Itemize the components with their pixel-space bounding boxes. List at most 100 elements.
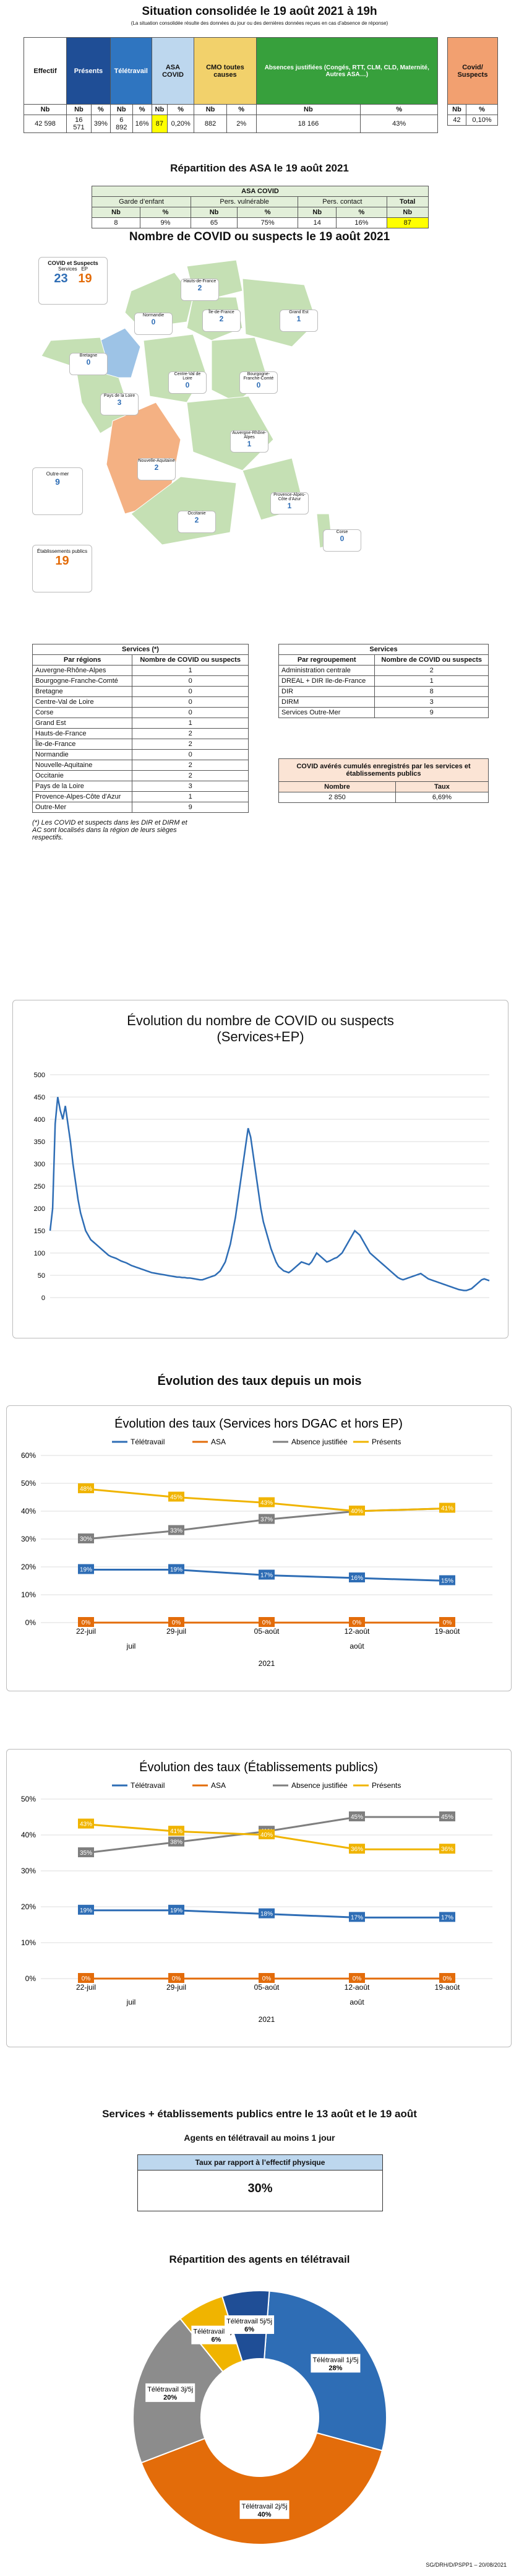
sub: % bbox=[132, 104, 152, 115]
val: 42 598 bbox=[24, 115, 67, 133]
table-cell: 0 bbox=[132, 696, 249, 708]
x-tick: 19-août bbox=[435, 1627, 460, 1636]
x-group: août bbox=[350, 1998, 364, 2006]
table-cell: Provence-Alpes-Côte d'Azur bbox=[32, 791, 133, 802]
legend-label: ASA bbox=[211, 1781, 226, 1790]
val: 882 bbox=[194, 115, 227, 133]
x-group: juil bbox=[126, 1998, 136, 2006]
table-cell: Corse bbox=[32, 707, 133, 718]
legend-a: Services bbox=[58, 266, 77, 272]
val: 6 892 bbox=[109, 115, 133, 133]
data-label-bg bbox=[168, 1836, 184, 1847]
val: 16 571 bbox=[66, 115, 92, 133]
table-cell: Nouvelle-Aquitaine bbox=[32, 760, 133, 771]
data-label-bg bbox=[78, 1847, 94, 1857]
y-tick: 0 bbox=[41, 1295, 45, 1302]
pie-label: Télétravail 5j/5j bbox=[226, 2318, 272, 2325]
table-cell: Bourgogne-Franche-Comté bbox=[32, 675, 133, 687]
data-label: 18% bbox=[260, 1911, 273, 1918]
data-label-bg bbox=[78, 1818, 94, 1829]
x-tick: 05-août bbox=[254, 1983, 280, 1992]
pie-slice bbox=[140, 2432, 384, 2545]
data-label: 40% bbox=[260, 1832, 273, 1839]
table-cell: Outre-Mer bbox=[32, 802, 133, 813]
table-row: Provence-Alpes-Côte d'Azur 1 bbox=[32, 791, 249, 802]
region-label: Hauts-de-France 2 bbox=[181, 279, 219, 301]
region-label: Centre-Val de Loire 0 bbox=[168, 371, 207, 394]
table-cell: 2 bbox=[132, 739, 249, 750]
val: 16% bbox=[336, 217, 387, 228]
legend-label: Télétravail bbox=[131, 1438, 165, 1446]
x-tick: 22-juil bbox=[76, 1983, 96, 1992]
table-row: Bourgogne-Franche-Comté 0 bbox=[32, 675, 249, 687]
pie-label-bg bbox=[239, 2500, 290, 2519]
sub: Nb bbox=[151, 104, 168, 115]
val: 87 bbox=[386, 217, 429, 228]
sub: Nb bbox=[447, 104, 467, 115]
col: Nombre de COVID ou suspects bbox=[132, 654, 249, 666]
table-cell: Normandie bbox=[32, 749, 133, 760]
table-cell: 2 bbox=[374, 665, 489, 676]
outre-mer-label: Outre-mer bbox=[46, 471, 69, 477]
x-tick: 29-juil bbox=[166, 1627, 186, 1636]
sub: Nb bbox=[92, 207, 140, 218]
table-cell: 0 bbox=[132, 686, 249, 697]
legend-label: ASA bbox=[211, 1438, 226, 1446]
asa-title: Répartition des ASA le 19 août 2021 bbox=[170, 162, 349, 174]
table-row: Grand Est 1 bbox=[32, 718, 249, 729]
services-title: Services bbox=[278, 644, 489, 655]
data-label: 45% bbox=[441, 1814, 453, 1821]
data-label: 40% bbox=[351, 1508, 363, 1515]
pie-label: Télétravail 3j/5j bbox=[147, 2386, 193, 2393]
evo-title: Évolution du nombre de COVID ou suspects bbox=[127, 1013, 394, 1028]
data-label: 41% bbox=[170, 1828, 182, 1835]
region-label: Grand Est 1 bbox=[280, 310, 318, 332]
sub: % bbox=[336, 207, 387, 218]
val: 8 bbox=[92, 217, 140, 228]
col: Par régions bbox=[32, 654, 133, 666]
sub: Nb bbox=[194, 104, 227, 115]
tele-box-val: 30% bbox=[247, 2182, 273, 2195]
x-group: juil bbox=[126, 1642, 136, 1650]
table-cell: 0 bbox=[132, 707, 249, 718]
table-row: Normandie 0 bbox=[32, 749, 249, 760]
y-tick: 300 bbox=[34, 1161, 45, 1168]
table-cell: Bretagne bbox=[32, 686, 133, 697]
x-tick: 05-août bbox=[254, 1627, 280, 1636]
data-label: 0% bbox=[443, 1620, 452, 1626]
data-label: 45% bbox=[351, 1814, 363, 1821]
region-label: Nouvelle-Aquitaine 2 bbox=[137, 458, 176, 480]
x-year: 2021 bbox=[259, 1659, 275, 1668]
val: 18 166 bbox=[255, 115, 361, 133]
asa-col: Total bbox=[386, 196, 429, 207]
sub: Nb bbox=[298, 207, 337, 218]
footer: SG/DRH/D/PSPP1 – 20/08/2021 bbox=[426, 2562, 507, 2568]
legend-val-b: 19 bbox=[78, 272, 92, 285]
col: Taux bbox=[395, 781, 489, 792]
y-tick: 40% bbox=[21, 1831, 36, 1839]
val: 42 bbox=[447, 115, 467, 126]
legend-b: EP bbox=[81, 266, 88, 272]
data-label-bg bbox=[349, 1572, 365, 1582]
taux-title: Évolution des taux depuis un mois bbox=[157, 1374, 362, 1388]
col: Nombre de COVID ou suspects bbox=[374, 654, 489, 666]
data-label: 36% bbox=[351, 1846, 363, 1853]
y-tick: 40% bbox=[21, 1507, 36, 1516]
table-row: Bretagne 0 bbox=[32, 686, 249, 697]
data-label-bg bbox=[78, 1973, 94, 1983]
data-label: 37% bbox=[260, 1517, 273, 1524]
val: 75% bbox=[236, 217, 299, 228]
asa-table: ASA COVID Garde d’enfant Pers. vulnérabl… bbox=[91, 186, 429, 228]
data-label: 36% bbox=[441, 1846, 453, 1853]
col: Par regroupement bbox=[278, 654, 375, 666]
data-label: 19% bbox=[170, 1567, 182, 1574]
data-label: 41% bbox=[441, 1506, 453, 1512]
data-label-bg bbox=[349, 1844, 365, 1854]
y-tick: 50% bbox=[21, 1795, 36, 1803]
y-tick: 350 bbox=[34, 1138, 45, 1146]
data-label: 43% bbox=[80, 1821, 92, 1828]
table-row: Outre-Mer 9 bbox=[32, 802, 249, 813]
val: 39% bbox=[90, 115, 111, 133]
data-label-bg bbox=[259, 1514, 275, 1524]
region-label: Île-de-France 2 bbox=[202, 310, 241, 332]
